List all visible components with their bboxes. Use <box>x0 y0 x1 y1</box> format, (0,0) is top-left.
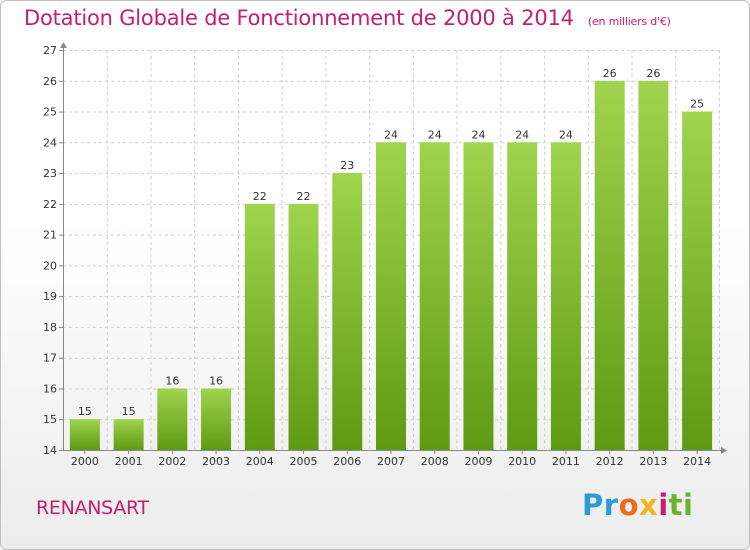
y-tick-label: 16 <box>43 382 57 395</box>
bar-2005 <box>288 203 319 450</box>
x-tick-label: 2003 <box>202 455 230 468</box>
bar-value-label: 24 <box>559 128 573 141</box>
logo-letters-pr: Pr <box>582 488 619 522</box>
y-tick-label: 23 <box>43 167 57 180</box>
bar-2000 <box>69 419 100 450</box>
proxiti-logo[interactable]: Proxiti <box>582 488 693 522</box>
logo-letter-o: o <box>618 488 639 522</box>
bar-2010 <box>507 142 538 451</box>
bar-2003 <box>201 388 232 450</box>
y-tick-label: 22 <box>43 198 57 211</box>
x-tick-label: 2014 <box>683 455 711 468</box>
y-tick-label: 24 <box>43 136 57 149</box>
bar-2008 <box>419 142 450 451</box>
y-tick-label: 21 <box>43 229 57 242</box>
y-tick-label: 18 <box>43 321 57 334</box>
bar-2001 <box>113 419 144 450</box>
y-tick-label: 19 <box>43 290 57 303</box>
bar-2006 <box>332 173 363 451</box>
x-tick-label: 2004 <box>246 455 274 468</box>
x-axis-arrow <box>721 447 727 454</box>
bar-value-label: 22 <box>297 190 311 203</box>
chart-title-text: Dotation Globale de Fonctionnement de 20… <box>24 6 574 30</box>
x-tick-label: 2002 <box>158 455 186 468</box>
x-tick-label: 2010 <box>508 455 536 468</box>
bar-2014 <box>682 111 713 451</box>
x-tick-label: 2005 <box>290 455 318 468</box>
bar-2011 <box>550 142 581 451</box>
x-tick-label: 2011 <box>552 455 580 468</box>
bar-value-label: 16 <box>209 374 223 387</box>
bar-value-label: 25 <box>690 98 704 111</box>
place-name: RENANSART <box>36 497 149 519</box>
x-tick-label: 2000 <box>71 455 99 468</box>
x-tick-label: 2012 <box>596 455 624 468</box>
bar-value-label: 24 <box>515 128 529 141</box>
y-tick-label: 25 <box>43 106 57 119</box>
y-tick-label: 17 <box>43 352 57 365</box>
bar-value-label: 22 <box>253 190 267 203</box>
chart-subtitle: (en milliers d'€) <box>587 15 671 28</box>
y-tick-label: 15 <box>43 413 57 426</box>
x-tick-label: 2006 <box>333 455 361 468</box>
bar-value-label: 24 <box>471 128 485 141</box>
bar-value-label: 16 <box>165 374 179 387</box>
bar-value-label: 24 <box>384 128 398 141</box>
bar-value-label: 15 <box>122 405 136 418</box>
chart-title: Dotation Globale de Fonctionnement de 20… <box>24 6 671 30</box>
x-tick-label: 2007 <box>377 455 405 468</box>
bar-2002 <box>157 388 188 450</box>
bar-value-label: 26 <box>603 67 617 80</box>
y-axis-arrow <box>60 42 67 48</box>
y-tick-label: 14 <box>43 444 57 457</box>
bar-value-label: 15 <box>78 405 92 418</box>
bar-2009 <box>463 142 494 451</box>
bar-2007 <box>376 142 406 451</box>
bar-value-label: 24 <box>428 128 442 141</box>
bar-2004 <box>244 203 275 450</box>
bar-2013 <box>638 80 669 451</box>
y-tick-label: 27 <box>43 44 57 57</box>
bar-value-label: 23 <box>340 159 354 172</box>
logo-letter-x: x <box>639 488 659 522</box>
x-tick-label: 2001 <box>115 455 143 468</box>
x-tick-label: 2009 <box>464 455 492 468</box>
logo-letters-ti: ti <box>668 488 694 522</box>
bar-2012 <box>594 80 625 451</box>
y-tick-label: 26 <box>43 75 57 88</box>
x-tick-label: 2013 <box>639 455 667 468</box>
y-tick-label: 20 <box>43 259 57 272</box>
bar-value-label: 26 <box>646 67 660 80</box>
x-tick-label: 2008 <box>421 455 449 468</box>
logo-letter-i: i <box>658 488 669 522</box>
